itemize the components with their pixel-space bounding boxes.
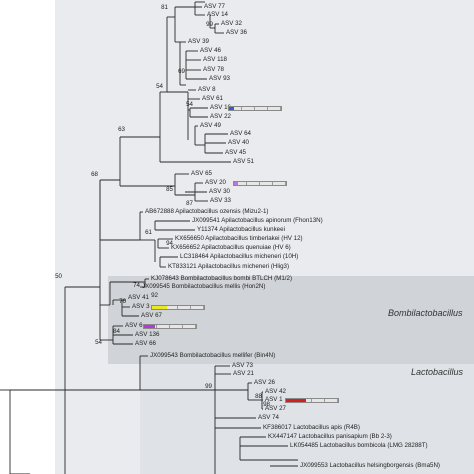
- bootstrap-value: 54: [186, 100, 193, 108]
- tip-label-asv14: ASV 14: [207, 10, 228, 18]
- bootstrap-value: 98: [263, 400, 270, 408]
- tip-label-asv8: ASV 8: [198, 85, 216, 93]
- tip-label-jx099553: JX099553 Lactobacillus helsingborgensis …: [300, 461, 440, 469]
- abundance-profile-bar-asv6: [143, 323, 197, 329]
- bootstrap-value: 84: [113, 327, 120, 335]
- tip-label-kx447147: KX447147 Lactobacillus panisapium (Bb 2-…: [268, 432, 392, 440]
- tip-label-asv136: ASV 136: [135, 330, 160, 338]
- clade-label-lactobacillus: Lactobacillus: [411, 367, 464, 377]
- tip-label-asv40: ASV 40: [228, 138, 249, 146]
- tip-label-asv21: ASV 21: [233, 369, 254, 377]
- tip-label-lc318464: LC318464 Apilactobacillus micheneri (10H…: [180, 252, 299, 260]
- tip-label-asv41: ASV 41: [128, 293, 149, 301]
- bootstrap-value: 74: [133, 281, 140, 289]
- bootstrap-value: 54: [156, 82, 163, 90]
- bootstrap-value: 69: [178, 67, 185, 75]
- tip-label-asv27: ASV 27: [265, 404, 286, 412]
- abundance-profile-bar-asv1: [285, 397, 339, 403]
- abundance-fill: [152, 305, 167, 309]
- bootstrap-value: 68: [91, 170, 98, 178]
- tip-label-asv65: ASV 65: [191, 169, 212, 177]
- tip-label-kt833121: KT833121 Apilactobacillus micheneri (Hli…: [168, 262, 290, 270]
- tip-label-asv3: ASV 3: [132, 302, 150, 310]
- bootstrap-value: 76: [119, 297, 126, 305]
- bootstrap-value: 94: [166, 239, 173, 247]
- tip-label-asv74: ASV 74: [258, 413, 279, 421]
- tip-label-asv93: ASV 93: [209, 74, 230, 82]
- bootstrap-value: 54: [95, 338, 102, 346]
- tip-label-kf386017: KF386017 Lactobacillus apis (R4B): [263, 423, 360, 431]
- tip-label-asv36: ASV 36: [226, 28, 247, 36]
- tip-label-jx099541: JX099541 Apilactobacillus apinorum (Fhon…: [192, 216, 323, 224]
- bootstrap-value: 61: [145, 228, 152, 236]
- tip-label-asv118: ASV 118: [203, 55, 227, 63]
- abundance-fill: [144, 324, 156, 328]
- tip-label-asv20: ASV 20: [205, 178, 226, 186]
- tip-label-asv22: ASV 22: [210, 112, 231, 120]
- tip-label-asv66: ASV 66: [135, 339, 156, 347]
- tip-label-jx099543: JX099543 Bombilactobacillus mellifer (Bi…: [150, 351, 276, 359]
- abundance-profile-bar-asv20: [233, 180, 287, 186]
- tip-label-asv26: ASV 26: [254, 378, 275, 386]
- tip-label-asv30: ASV 30: [209, 187, 230, 195]
- bootstrap-value: 63: [118, 125, 125, 133]
- tip-label-ab672888: AB672888 Apilactobacillus ozensis (Mizu2…: [145, 207, 269, 215]
- tip-label-asv16: ASV 16: [210, 103, 231, 111]
- tip-label-asv6: ASV 6: [125, 321, 143, 329]
- tip-label-asv49: ASV 49: [200, 121, 221, 129]
- bootstrap-value: 50: [55, 272, 62, 280]
- tip-label-asv78: ASV 78: [203, 65, 224, 73]
- tip-label-asv61: ASV 61: [202, 94, 223, 102]
- tip-label-asv51: ASV 51: [233, 157, 254, 165]
- bootstrap-value: 92: [151, 291, 158, 299]
- bootstrap-value: 88: [255, 392, 262, 400]
- tip-label-asv32: ASV 32: [221, 19, 242, 27]
- tip-label-kx656650: KX656650 Apilactobacillus timberlakei (H…: [175, 234, 303, 242]
- tip-label-kx656652: KX656652 Apilactobacillus quenuiae (HV 6…: [171, 243, 291, 251]
- abundance-fill: [229, 106, 235, 110]
- tip-label-asv45: ASV 45: [225, 148, 246, 156]
- bootstrap-value: 85: [166, 185, 173, 193]
- tip-label-asv39: ASV 39: [188, 37, 209, 45]
- tip-label-y11374: Y11374 Apilactobacillus kunkeei: [197, 225, 285, 233]
- tip-label-asv33: ASV 33: [210, 196, 231, 204]
- abundance-fill: [234, 181, 239, 185]
- tip-label-asv67: ASV 67: [141, 311, 162, 319]
- bootstrap-value: 99: [205, 382, 212, 390]
- tip-label-asv42: ASV 42: [265, 387, 286, 395]
- clade-label-bombilactobacillus: Bombilactobacillus: [388, 308, 463, 318]
- tip-label-asv1: ASV 1: [265, 395, 283, 403]
- tip-label-asv77: ASV 77: [204, 2, 225, 10]
- bootstrap-value: 87: [186, 199, 193, 207]
- bombilactobacillus-band: [108, 276, 474, 364]
- abundance-profile-bar-asv3: [151, 304, 205, 310]
- tip-label-kj078643: KJ078643 Bombilactobacillus bombi BTLCH …: [151, 274, 293, 282]
- tip-label-asv46: ASV 46: [200, 46, 221, 54]
- tip-label-lk054485: LK054485 Lactobacillus bombicola (LMG 28…: [290, 441, 428, 449]
- bootstrap-value: 99: [206, 20, 213, 28]
- tip-label-jx099545: JX099545 Bombilactobacillus mellis (Hon2…: [142, 282, 266, 290]
- abundance-fill: [286, 398, 306, 402]
- tip-label-asv73: ASV 73: [232, 361, 253, 369]
- lactobacillus-band: [140, 364, 474, 474]
- tip-label-asv64: ASV 64: [230, 129, 251, 137]
- bootstrap-value: 81: [161, 3, 168, 11]
- abundance-profile-bar-asv16: [228, 105, 282, 111]
